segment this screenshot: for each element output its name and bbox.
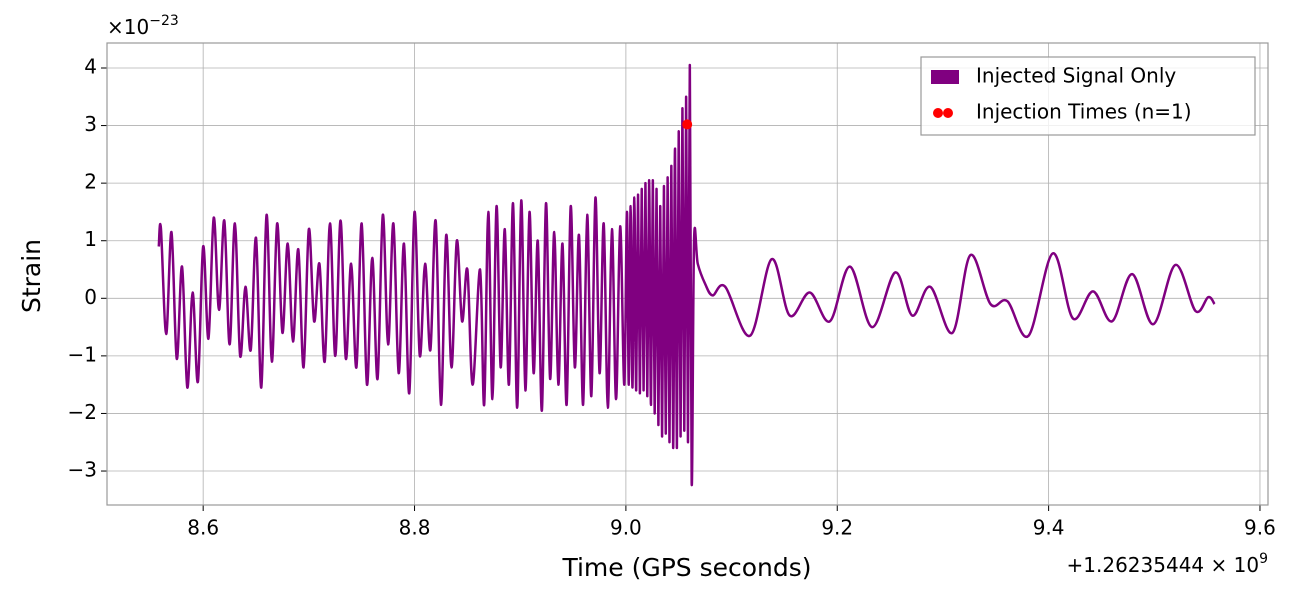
y-tick-label: 2 [84, 170, 97, 194]
x-tick-label: 9.6 [1244, 516, 1276, 540]
x-offset-exponent: 9 [1259, 551, 1268, 567]
y-tick-label: −2 [68, 400, 97, 424]
plot-frame [106, 42, 1269, 506]
y-tick-label: 4 [84, 54, 97, 78]
y-axis-label: Strain [17, 239, 46, 313]
y-offset-label: ×10−23 [107, 13, 179, 39]
legend-marker [943, 108, 953, 118]
y-tick-label: 1 [84, 227, 97, 251]
injection-point [682, 119, 693, 130]
x-offset: +1.26235444 × 10 [1067, 553, 1260, 577]
legend-marker [933, 108, 943, 118]
legend: Injected Signal Only Injection Times (n=1… [920, 56, 1256, 136]
y-tick-label: 0 [84, 285, 97, 309]
x-axis-label: Time (GPS seconds) [561, 553, 811, 582]
y-tick-label: −1 [68, 342, 97, 366]
x-tick-label: 8.6 [187, 516, 219, 540]
legend-swatch [931, 70, 959, 84]
legend-label: Injection Times (n=1) [976, 100, 1192, 124]
x-offset-label: +1.26235444 × 109 [1067, 551, 1268, 577]
y-exponent: −23 [149, 13, 179, 29]
x-tick-label: 8.8 [399, 516, 431, 540]
x-tick-label: 9.2 [821, 516, 853, 540]
legend-box [920, 56, 1256, 136]
x-tick-label: 9.0 [610, 516, 642, 540]
signal-line [157, 63, 1216, 487]
x-tick-label: 9.4 [1033, 516, 1065, 540]
y-tick-label: −3 [68, 458, 97, 482]
legend-label: Injected Signal Only [976, 64, 1176, 88]
y-multiplier: ×10 [107, 15, 149, 39]
y-tick-label: 3 [84, 112, 97, 136]
